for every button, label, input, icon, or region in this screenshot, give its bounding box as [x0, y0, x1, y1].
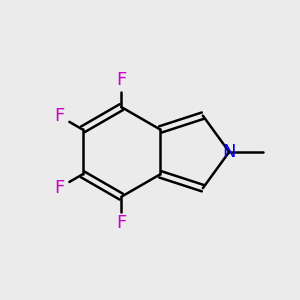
Text: F: F	[116, 214, 127, 232]
Text: N: N	[222, 143, 236, 161]
Text: F: F	[54, 179, 64, 197]
Text: F: F	[116, 71, 127, 89]
Text: F: F	[54, 107, 64, 125]
